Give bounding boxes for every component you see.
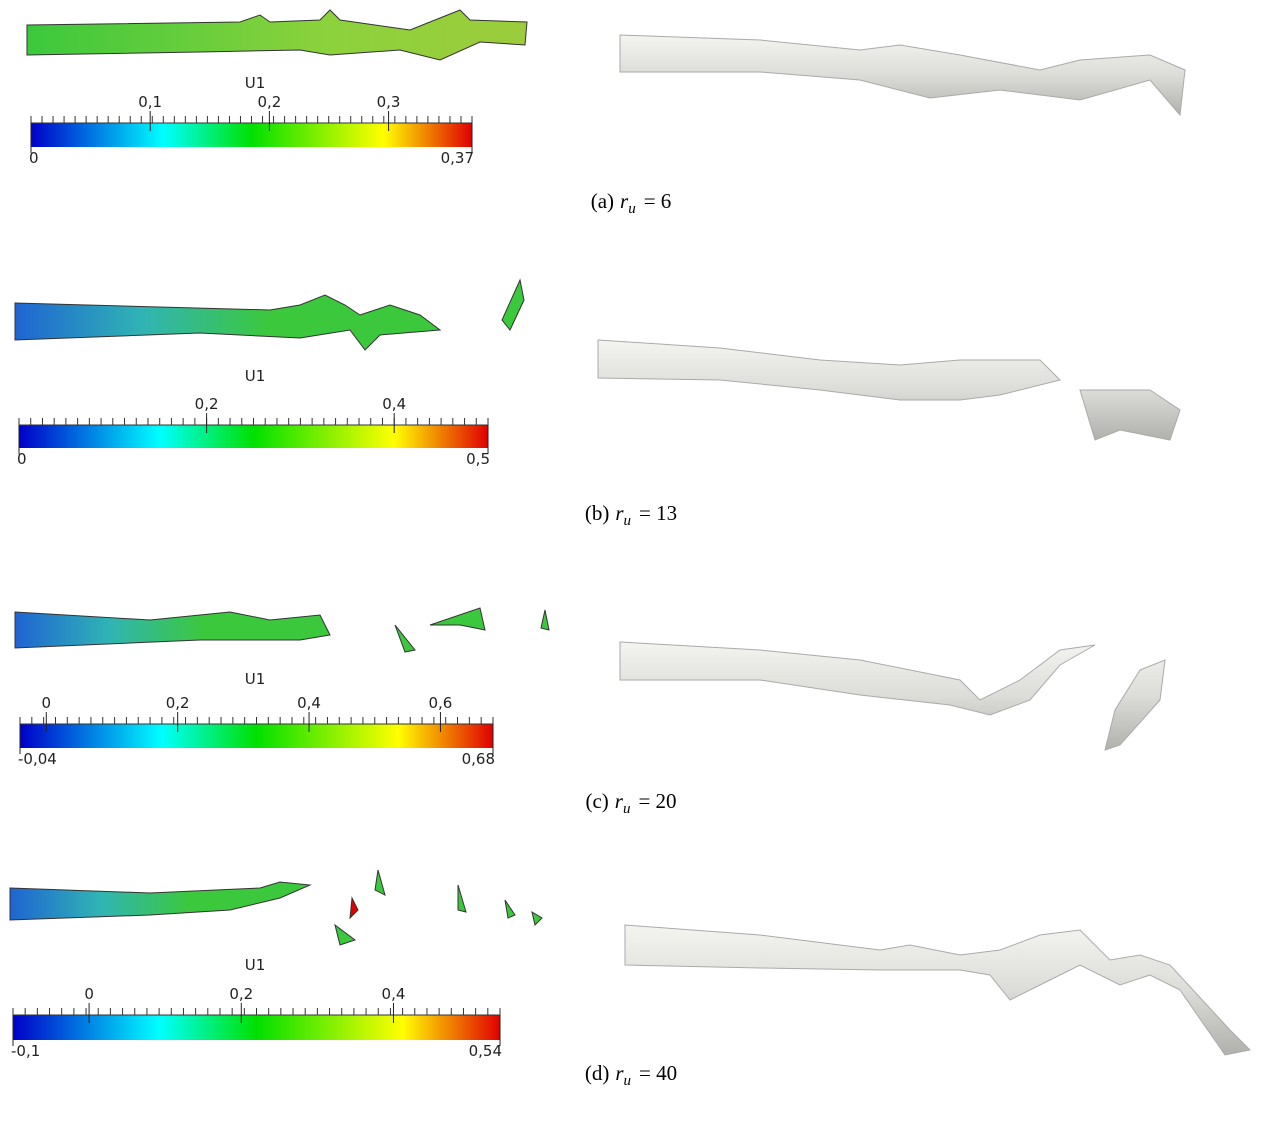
caption-equals: = 6 [644, 189, 672, 213]
colorbar-title: U1 [245, 956, 266, 974]
caption-equals: = 40 [639, 1061, 677, 1085]
caption: (c) ru = 20 [585, 789, 676, 817]
max-label: 0,37 [441, 149, 474, 167]
min-label: 0 [29, 149, 39, 167]
jet-3d [619, 34, 1186, 117]
max-label: 0,68 [462, 750, 495, 768]
caption-equals: = 20 [638, 789, 676, 813]
jet-fragment [349, 896, 359, 920]
jet-3d [619, 641, 1166, 751]
tick-label: 0,4 [382, 985, 406, 1003]
jet-slice [14, 294, 442, 351]
jet-fragment [501, 278, 525, 331]
colorbar [31, 123, 472, 147]
min-label: -0,04 [18, 750, 57, 768]
jet-slice [14, 611, 331, 649]
caption: (b) ru = 13 [585, 501, 677, 529]
caption-label: (c) [585, 789, 608, 813]
colorbar-title: U1 [245, 367, 266, 385]
caption-subscript: u [624, 513, 632, 529]
caption-label: (b) [585, 501, 610, 525]
tick-label: 0,2 [195, 395, 219, 413]
tick-label: 0,4 [382, 395, 406, 413]
caption: (a) ru = 6 [591, 189, 672, 217]
tick-label: 0,1 [138, 93, 162, 111]
caption-label: (a) [591, 189, 614, 213]
jet-slice [9, 881, 312, 921]
tick-label: 0 [42, 694, 52, 712]
jet-3d [597, 339, 1181, 441]
max-label: 0,5 [466, 450, 490, 468]
jet-fragment [394, 607, 550, 653]
caption-symbol: r [615, 501, 624, 525]
caption-symbol: r [615, 1061, 624, 1085]
max-label: 0,54 [469, 1042, 502, 1060]
caption-subscript: u [623, 801, 631, 817]
caption-symbol: r [615, 789, 624, 813]
caption-subscript: u [624, 1073, 632, 1089]
colorbar-title: U1 [245, 670, 266, 688]
tick-label: 0,4 [297, 694, 321, 712]
min-label: 0 [17, 450, 27, 468]
colorbar [19, 425, 488, 448]
tick-label: 0,6 [429, 694, 453, 712]
caption-label: (d) [585, 1061, 610, 1085]
jet-3d [624, 924, 1252, 1056]
min-label: -0,1 [11, 1042, 40, 1060]
jet-fragment [334, 869, 543, 946]
caption-subscript: u [628, 201, 636, 217]
tick-label: 0 [84, 985, 94, 1003]
tick-label: 0,2 [166, 694, 190, 712]
caption-symbol: r [620, 189, 629, 213]
colorbar [20, 724, 493, 748]
caption: (d) ru = 40 [585, 1061, 677, 1089]
jet-slice [26, 9, 528, 61]
caption-equals: = 13 [639, 501, 677, 525]
colorbar [13, 1015, 500, 1040]
colorbar-title: U1 [245, 74, 266, 92]
tick-label: 0,2 [229, 985, 253, 1003]
tick-label: 0,2 [257, 93, 281, 111]
tick-label: 0,3 [377, 93, 401, 111]
